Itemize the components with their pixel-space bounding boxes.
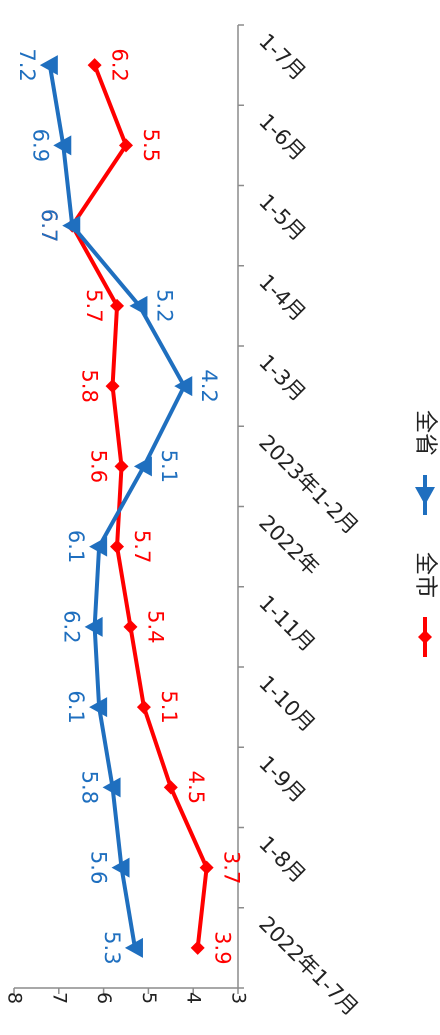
data-point-2 [129, 295, 148, 316]
x-tick-label: 1-6月 [254, 109, 310, 165]
series-line-1 [70, 64, 209, 949]
data-label: 5.1 [157, 690, 181, 723]
data-point-1 [123, 619, 138, 634]
data-label: 6.1 [64, 530, 88, 563]
data-point-2 [89, 697, 108, 718]
data-label: 3.9 [211, 931, 235, 964]
legend-entry-2: 全省 [413, 410, 439, 515]
data-label: 4.5 [184, 771, 208, 804]
data-label: 6.2 [60, 610, 84, 643]
data-label: 5.7 [82, 289, 106, 322]
data-label: 5.1 [157, 450, 181, 483]
data-point-2 [62, 215, 81, 236]
data-point-2 [133, 456, 152, 477]
y-tick-label: 8 [4, 992, 26, 1004]
data-point-1 [199, 860, 214, 875]
series-line-2 [47, 64, 187, 949]
data-point-1 [114, 459, 129, 474]
data-label: 5.6 [87, 851, 111, 884]
data-point-2 [84, 616, 103, 637]
data-point-2 [124, 937, 143, 958]
legend-swatch-marker [418, 630, 432, 644]
x-tick-label: 1-9月 [254, 751, 310, 807]
data-point-2 [89, 536, 108, 557]
data-label: 5.7 [130, 530, 154, 563]
x-tick-label: 1-11月 [254, 591, 320, 657]
x-axis-ticks: 2022年1-7月1-8月1-9月1-10月1-11月2022年2023年1-2… [238, 24, 363, 1021]
y-tick-label: 5 [138, 992, 160, 1004]
data-label: 6.9 [28, 129, 52, 162]
y-tick-label: 3 [228, 992, 250, 1004]
legend-entry-1: 全市 [413, 552, 439, 657]
data-point-1 [110, 298, 125, 313]
data-point-1 [110, 539, 125, 554]
y-tick-label: 6 [93, 992, 115, 1004]
data-point-1 [87, 58, 102, 73]
x-tick-label: 1-3月 [254, 350, 310, 406]
data-label: 5.2 [152, 289, 176, 322]
data-label: 3.7 [220, 851, 244, 884]
data-point-1 [163, 780, 178, 795]
data-label: 5.8 [78, 771, 102, 804]
data-label: 5.4 [143, 610, 167, 643]
data-point-1 [190, 940, 205, 955]
data-labels-layer: 3.9 3.7 4.5 5.1 5.4 5.7 5.6 5.8 5.7 6.7 5.5 6.2 5.3 5… [15, 48, 244, 964]
data-point-2 [174, 376, 193, 397]
data-point-2 [39, 55, 58, 76]
legend-swatch-marker [415, 487, 435, 505]
series-layer [39, 55, 214, 958]
data-label: 6.7 [37, 209, 61, 242]
data-label: 5.3 [100, 931, 124, 964]
x-tick-label: 1-4月 [254, 270, 310, 326]
data-label: 5.8 [78, 369, 102, 402]
legend-label: 全省 [413, 410, 439, 456]
data-point-2 [111, 857, 130, 878]
data-label: 5.6 [87, 450, 111, 483]
legend-label: 全市 [413, 552, 439, 598]
data-point-1 [119, 138, 133, 153]
data-label: 4.2 [197, 369, 221, 402]
data-label: 7.2 [15, 48, 39, 81]
x-tick-label: 2022年 [254, 510, 324, 580]
x-tick-label: 1-10月 [254, 671, 320, 737]
data-point-1 [136, 700, 151, 715]
data-point-2 [102, 777, 121, 798]
data-label: 5.5 [139, 129, 163, 162]
y-tick-label: 4 [183, 992, 205, 1004]
data-point-1 [105, 379, 120, 394]
data-label: 6.1 [64, 690, 88, 723]
data-point-2 [53, 135, 72, 156]
y-tick-label: 7 [48, 992, 70, 1004]
x-tick-label: 1-7月 [254, 29, 310, 85]
x-tick-label: 2022年1-7月 [254, 912, 363, 1021]
data-label: 6.2 [108, 48, 132, 81]
data-label: 6.7 [37, 209, 61, 242]
y-axis-ticks: 3 4 5 6 7 8 [4, 988, 250, 1004]
x-tick-label: 1-8月 [254, 831, 310, 887]
x-tick-label: 1-5月 [254, 189, 310, 245]
